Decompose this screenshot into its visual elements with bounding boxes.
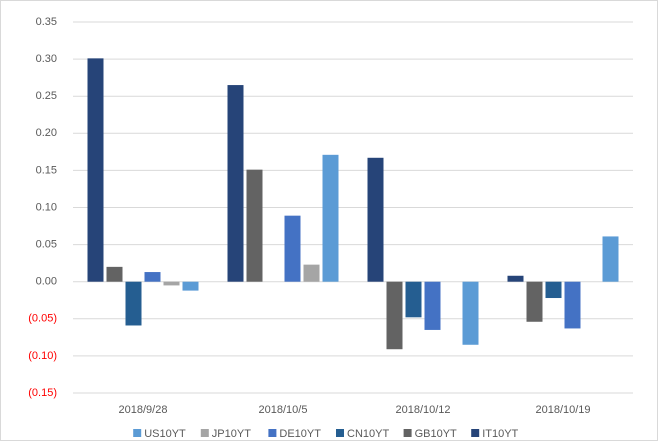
y-tick-label: 0.10 bbox=[36, 201, 57, 213]
y-tick-label: 0.20 bbox=[36, 127, 57, 139]
bar bbox=[564, 281, 581, 329]
bar bbox=[163, 281, 180, 286]
bar bbox=[106, 266, 123, 282]
bar bbox=[322, 154, 339, 282]
legend-label: CN10YT bbox=[347, 428, 389, 440]
x-tick-label: 2018/9/28 bbox=[119, 404, 168, 416]
y-tick-label: (0.05) bbox=[28, 313, 57, 325]
bar bbox=[87, 58, 104, 282]
legend-swatch bbox=[403, 429, 412, 437]
bar bbox=[526, 281, 543, 322]
bar bbox=[386, 281, 403, 350]
bar bbox=[602, 236, 619, 282]
legend-label: DE10YT bbox=[279, 428, 321, 440]
y-tick-label: 0.30 bbox=[36, 53, 57, 65]
bar bbox=[246, 169, 263, 282]
x-tick-label: 2018/10/19 bbox=[535, 404, 590, 416]
legend-swatch bbox=[133, 429, 142, 437]
bar bbox=[303, 264, 320, 282]
legend-label: JP10YT bbox=[212, 428, 251, 440]
legend-swatch bbox=[200, 429, 209, 437]
y-tick-label: (0.10) bbox=[28, 350, 57, 362]
bar bbox=[367, 157, 384, 282]
y-tick-label: 0.35 bbox=[36, 16, 57, 28]
y-tick-label: 0.00 bbox=[36, 276, 57, 288]
bar bbox=[227, 85, 244, 282]
legend-label: GB10YT bbox=[415, 428, 457, 440]
legend-swatch bbox=[268, 429, 277, 437]
bar bbox=[462, 281, 479, 345]
y-tick-label: 0.05 bbox=[36, 239, 57, 251]
bar bbox=[182, 281, 199, 291]
legend-swatch bbox=[471, 429, 480, 437]
y-tick-label: 0.15 bbox=[36, 164, 57, 176]
x-tick-label: 2018/10/12 bbox=[395, 404, 450, 416]
bar bbox=[545, 281, 562, 299]
x-tick-label: 2018/10/5 bbox=[259, 404, 308, 416]
legend-label: US10YT bbox=[144, 428, 186, 440]
y-tick-label: 0.25 bbox=[36, 90, 57, 102]
bar bbox=[424, 281, 441, 330]
bar bbox=[284, 215, 301, 282]
y-tick-label: (0.15) bbox=[28, 387, 57, 399]
legend-label: IT10YT bbox=[482, 428, 518, 440]
bar bbox=[125, 281, 142, 326]
bar bbox=[507, 275, 524, 282]
bar bbox=[144, 272, 161, 282]
bar bbox=[405, 281, 422, 318]
legend-swatch bbox=[336, 429, 344, 437]
